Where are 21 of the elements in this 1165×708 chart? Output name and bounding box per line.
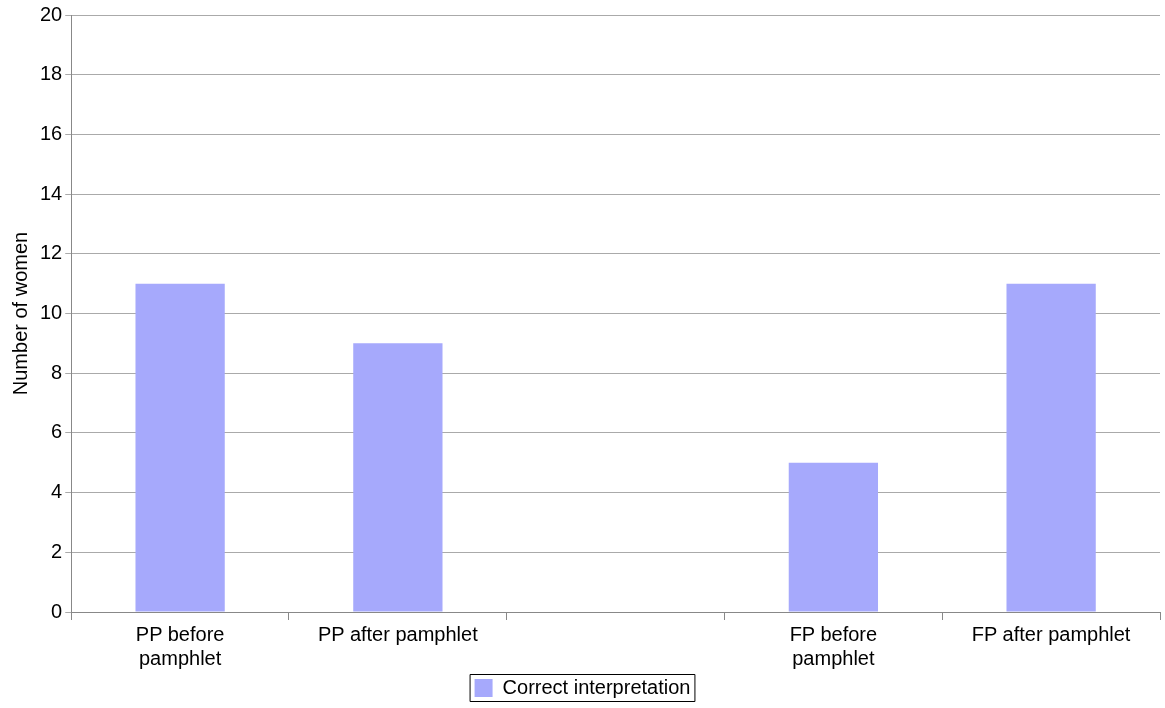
y-tick-label: 8 [51,360,63,383]
bar [135,283,225,612]
y-tick-label: 0 [51,599,63,622]
bar [788,462,879,612]
y-axis-title: Number of women [8,231,31,396]
y-tick-label: 12 [40,241,63,264]
y-tick-label: 18 [40,62,63,85]
x-tick-label: PP before pamphlet [135,622,225,669]
y-tick-label: 2 [51,539,63,562]
y-tick-label: 4 [51,480,63,503]
y-tick-label: 10 [40,301,63,324]
x-tick-label: FP after pamphlet [971,622,1131,645]
y-tick-label: 20 [40,2,63,25]
x-tick-label: FP before pamphlet [789,622,878,669]
legend-label: Correct interpretation [502,675,691,698]
y-tick-label: 6 [51,420,63,443]
y-tick-label: 14 [40,181,63,204]
x-tick-label: PP after pamphlet [318,622,479,645]
bar [1006,283,1096,612]
bar [353,343,443,612]
y-tick-label: 16 [40,121,63,144]
